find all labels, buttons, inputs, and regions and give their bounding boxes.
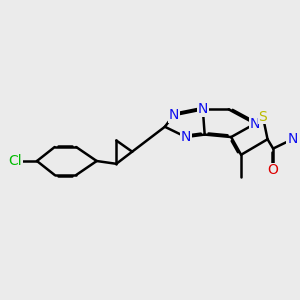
Text: N: N [287,132,298,146]
Text: Cl: Cl [9,154,22,168]
Text: N: N [181,130,191,144]
Text: N: N [250,117,260,131]
Text: S: S [259,110,267,124]
Text: O: O [268,164,279,177]
Text: N: N [168,108,179,122]
Text: N: N [198,102,208,116]
